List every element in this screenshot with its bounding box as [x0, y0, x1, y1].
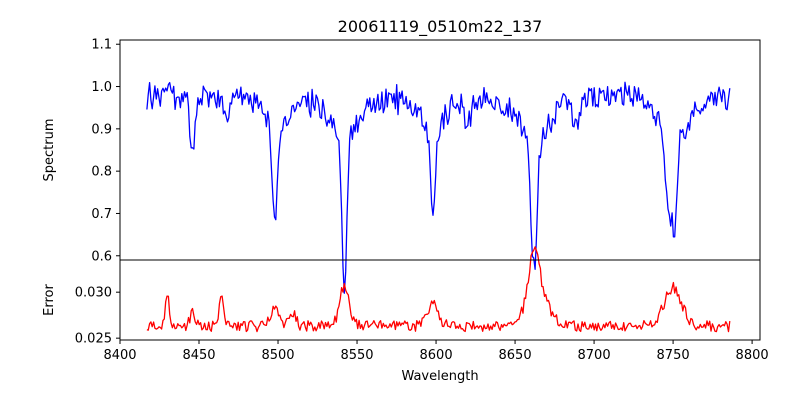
spectrum-y-tick-label: 1.1 — [91, 38, 112, 53]
spectrum-panel: 0.6 0.7 0.8 0.9 1.0 1.1 Spectrum — [42, 38, 761, 294]
spectrum-y-tick-label: 0.9 — [91, 122, 112, 137]
x-tick-label: 8450 — [182, 348, 215, 363]
spectrum-series-line — [146, 81, 731, 294]
x-tick-label: 8650 — [499, 348, 532, 363]
chart-title: 20061119_0510m22_137 — [338, 17, 543, 37]
error-y-label: Error — [42, 284, 57, 316]
x-axis-label: Wavelength — [401, 369, 478, 384]
error-series-line — [146, 246, 731, 333]
error-axes-frame — [119, 259, 761, 341]
error-y-tick-label: 0.030 — [75, 286, 112, 301]
error-x-ticks: 8400 8450 8500 8550 8600 8650 8700 8750 8800 — [103, 340, 769, 363]
x-tick-label: 8700 — [578, 348, 611, 363]
x-tick-label: 8600 — [420, 348, 453, 363]
spectrum-y-tick-label: 0.8 — [91, 165, 112, 180]
x-tick-label: 8400 — [103, 348, 136, 363]
spectrum-y-tick-label: 1.0 — [91, 80, 112, 95]
error-y-ticks: 0.025 0.030 — [75, 286, 120, 347]
spectrum-y-ticks: 0.6 0.7 0.8 0.9 1.0 1.1 — [91, 38, 120, 264]
spectrum-y-label: Spectrum — [42, 119, 57, 182]
x-tick-label: 8750 — [657, 348, 690, 363]
spectrum-y-tick-label: 0.6 — [91, 249, 112, 264]
spectrum-y-tick-label: 0.7 — [91, 207, 112, 222]
x-tick-label: 8800 — [736, 348, 769, 363]
x-tick-label: 8500 — [261, 348, 294, 363]
error-y-tick-label: 0.025 — [75, 332, 112, 347]
x-tick-label: 8550 — [340, 348, 373, 363]
